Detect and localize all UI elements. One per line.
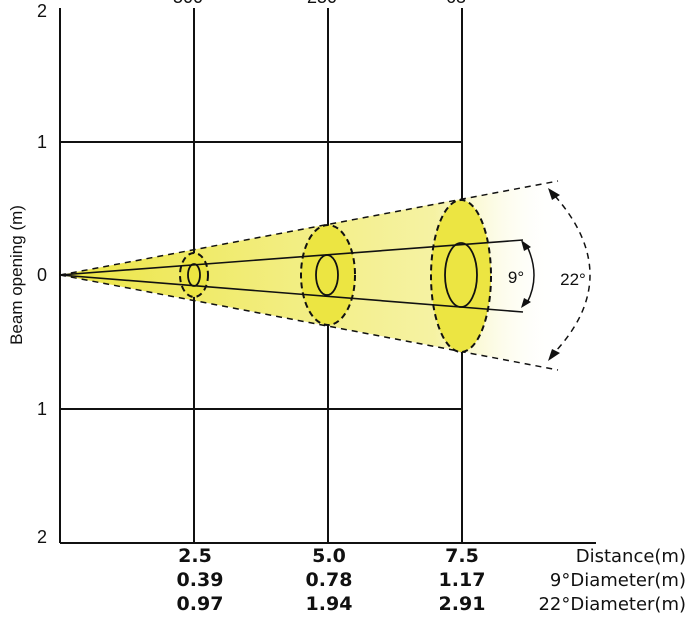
- top-cut-label: 250: [307, 0, 337, 7]
- outer-beam-edge-top: [59, 180, 559, 276]
- y-tick-top-1: 1: [37, 132, 47, 152]
- spot-outer-2-5m: [179, 252, 209, 298]
- top-cut-labels: 500 250 63: [173, 0, 466, 7]
- arrow-head-icon: [521, 240, 531, 251]
- diameter-22-value: 2.91: [439, 593, 486, 615]
- outer-angle-label: 22°: [560, 270, 586, 289]
- diameter-9-value: 1.17: [439, 569, 486, 591]
- top-cut-label: 500: [173, 0, 203, 7]
- arrow-head-icon: [521, 298, 531, 308]
- y-axis-ticks: 2 1 0 1 2: [37, 1, 47, 547]
- inner-beam-edge-top: [59, 239, 524, 276]
- distance-row-label: Distance(m): [576, 546, 686, 567]
- distance-value: 5.0: [312, 545, 346, 567]
- diameter-22-value: 1.94: [306, 593, 353, 615]
- y-tick-bottom-2: 2: [37, 527, 47, 547]
- top-cut-label: 63: [446, 0, 466, 7]
- arrow-head-icon: [548, 188, 560, 200]
- spot-outer-7-5m: [430, 199, 492, 353]
- inner-angle-arc: [526, 245, 535, 304]
- y-tick-bottom-1: 1: [37, 399, 47, 419]
- outer-angle-arc: [554, 195, 591, 353]
- diameter-22-value: 0.97: [177, 593, 224, 615]
- distance-value: 2.5: [178, 545, 212, 567]
- y-axis-label: Beam opening (m): [7, 205, 26, 345]
- diameter-9-row-label: 9°Diameter(m): [550, 570, 686, 591]
- inner-angle-label: 9°: [508, 268, 524, 287]
- distance-value: 7.5: [445, 545, 479, 567]
- diameter-9-value: 0.39: [177, 569, 224, 591]
- arrow-head-icon: [548, 349, 560, 361]
- diameter-9-value: 0.78: [306, 569, 353, 591]
- data-table: 2.5 5.0 7.5 Distance(m) 0.39 0.78 1.17 9…: [177, 545, 686, 615]
- diameter-22-row-label: 22°Diameter(m): [538, 594, 686, 615]
- y-tick-top-2: 2: [37, 1, 47, 21]
- spot-outer-5m: [300, 224, 356, 326]
- outer-beam-edge-bottom: [59, 274, 559, 371]
- y-tick-zero: 0: [37, 265, 47, 285]
- inner-beam-edge-bottom: [59, 274, 524, 313]
